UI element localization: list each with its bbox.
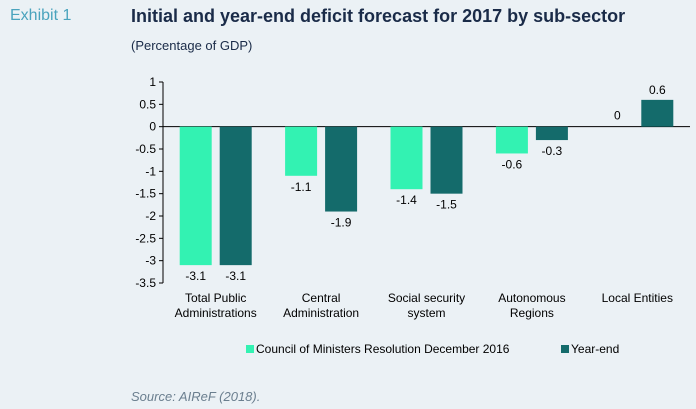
data-label: -1.5 — [436, 198, 457, 212]
category-label: Administration — [283, 306, 359, 320]
legend-swatch — [561, 345, 569, 353]
bar-year-end — [430, 126, 463, 194]
chart-title: Initial and year-end deficit forecast fo… — [131, 6, 626, 26]
y-tick-label: 0 — [149, 120, 156, 134]
data-label: -3.1 — [225, 269, 246, 283]
data-label: -3.1 — [185, 269, 206, 283]
bar-year-end — [641, 99, 674, 127]
source-note: Source: AIReF (2018). — [131, 389, 261, 404]
bar-year-end — [535, 126, 568, 141]
bar-year-end — [325, 126, 358, 212]
data-label: 0.6 — [649, 83, 666, 97]
bar-council — [179, 126, 212, 266]
y-tick-label: 0.5 — [139, 97, 156, 111]
data-label: -0.3 — [542, 144, 563, 158]
bar-council — [390, 126, 423, 190]
chart-subtitle: (Percentage of GDP) — [131, 38, 253, 53]
category-label: Social security — [388, 291, 465, 305]
data-label: -0.6 — [502, 157, 523, 171]
data-label: -1.9 — [331, 216, 352, 230]
category-label: Administrations — [175, 306, 257, 320]
exhibit-label: Exhibit 1 — [10, 7, 72, 24]
y-tick-label: 1 — [149, 75, 156, 89]
category-label: Total Public — [185, 291, 246, 305]
y-tick-label: -2.5 — [135, 231, 156, 245]
category-label: Autonomous — [498, 291, 565, 305]
bar-council — [495, 126, 528, 154]
y-tick-label: -1 — [145, 164, 156, 178]
y-tick-label: -2 — [145, 209, 156, 223]
category-label: system — [407, 306, 445, 320]
y-tick-label: -1.5 — [135, 187, 156, 201]
legend-label: Council of Ministers Resolution December… — [256, 342, 510, 356]
bar-council — [285, 126, 318, 176]
y-tick-label: -3 — [145, 254, 156, 268]
bar-year-end — [219, 126, 252, 266]
legend-swatch — [246, 345, 254, 353]
data-label: 0 — [614, 109, 621, 123]
y-tick-label: -0.5 — [135, 142, 156, 156]
category-label: Regions — [510, 306, 554, 320]
category-label: Central — [302, 291, 341, 305]
data-label: -1.1 — [291, 180, 312, 194]
category-label: Local Entities — [602, 291, 673, 305]
y-tick-label: -3.5 — [135, 276, 156, 290]
data-label: -1.4 — [396, 193, 417, 207]
legend-label: Year-end — [571, 342, 619, 356]
